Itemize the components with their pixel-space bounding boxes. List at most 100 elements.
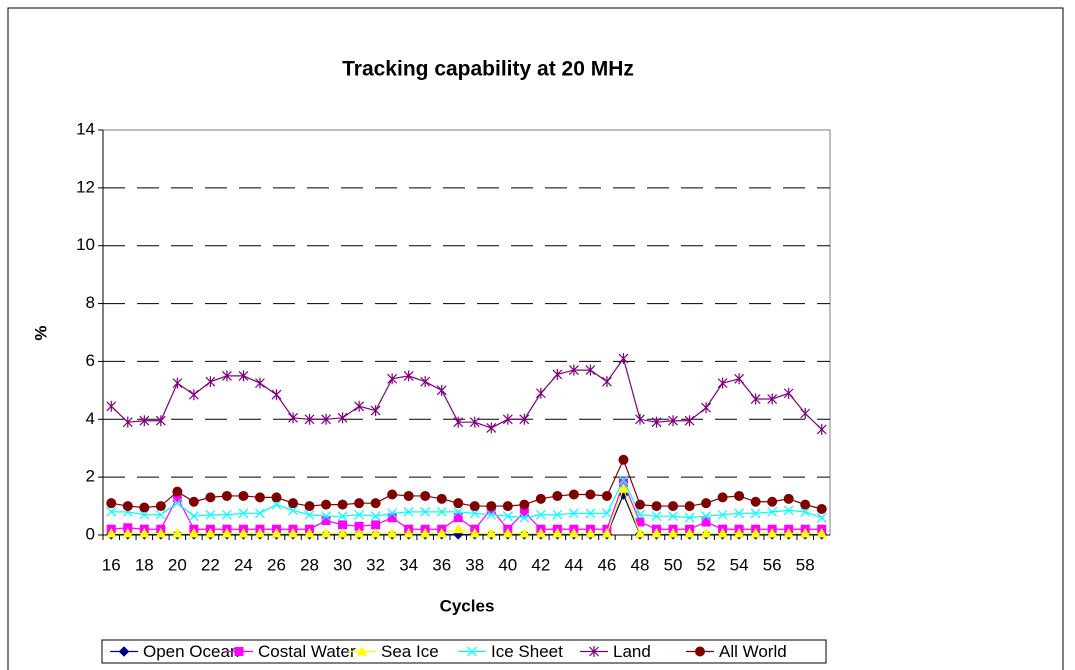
x-tick-label: 52 [697, 555, 716, 574]
x-tick-label: 38 [465, 555, 484, 574]
data-point [783, 505, 794, 516]
data-point [403, 528, 415, 538]
data-point [354, 498, 365, 509]
data-point [535, 528, 547, 538]
data-point [601, 490, 612, 501]
x-tick-label: 28 [300, 555, 319, 574]
data-point [386, 528, 398, 538]
y-tick-label: 2 [86, 467, 95, 486]
data-point [486, 509, 497, 520]
data-point [634, 499, 645, 510]
data-point [799, 528, 811, 538]
data-point [321, 499, 332, 510]
data-point [403, 490, 414, 501]
data-point [684, 512, 695, 523]
data-point [668, 511, 678, 522]
data-point [172, 377, 183, 389]
data-point [420, 490, 431, 501]
data-point [453, 498, 464, 509]
data-point [701, 498, 712, 509]
data-point [469, 501, 480, 512]
data-point [139, 502, 150, 513]
x-tick-label: 34 [399, 555, 418, 574]
data-point [486, 422, 497, 434]
data-point [635, 509, 645, 520]
data-point [535, 493, 546, 504]
data-point [651, 501, 662, 512]
data-point [106, 498, 117, 509]
legend-marker [589, 646, 599, 657]
legend-marker [118, 646, 130, 657]
legend-label: Sea Ice [381, 642, 439, 661]
data-point [155, 509, 166, 520]
data-point [701, 511, 712, 522]
data-point [816, 512, 827, 523]
data-point [668, 415, 678, 427]
data-point [354, 400, 365, 412]
data-point [436, 493, 447, 504]
y-tick-label: 14 [76, 119, 95, 138]
data-point [271, 499, 282, 510]
data-point [668, 501, 679, 512]
data-point [205, 528, 216, 538]
data-point [171, 528, 183, 538]
data-point [105, 528, 117, 538]
data-point [750, 508, 761, 519]
x-tick-label: 24 [234, 555, 253, 574]
data-point [469, 528, 481, 538]
data-point [221, 490, 232, 501]
data-point [238, 370, 249, 382]
data-point [486, 501, 497, 512]
legend-label: Ice Sheet [491, 642, 563, 661]
data-point [469, 508, 480, 519]
data-point [519, 413, 530, 425]
legend-label: Open Ocean [143, 642, 239, 661]
x-tick-label: 48 [631, 555, 650, 574]
data-point [568, 508, 579, 519]
data-point [635, 413, 645, 425]
data-point [519, 512, 530, 523]
data-point [420, 506, 431, 517]
data-point [387, 508, 398, 519]
data-point [717, 492, 728, 503]
data-point [618, 353, 629, 365]
data-point [188, 496, 199, 507]
data-point [585, 364, 596, 376]
data-point [585, 508, 596, 519]
data-point [535, 387, 546, 399]
data-point [288, 498, 299, 509]
data-point [304, 413, 315, 425]
data-point [502, 528, 514, 538]
data-point [766, 528, 778, 538]
x-tick-label: 54 [730, 555, 749, 574]
data-point [138, 528, 150, 538]
data-point [733, 528, 745, 538]
data-point [321, 413, 331, 425]
data-point [403, 370, 414, 382]
data-point [783, 493, 794, 504]
data-point [767, 496, 778, 507]
data-point [420, 376, 431, 388]
data-point [684, 501, 695, 512]
data-point [238, 508, 249, 519]
data-point [552, 528, 563, 538]
y-tick-label: 0 [86, 524, 95, 543]
x-tick-label: 46 [597, 555, 616, 574]
data-point [255, 508, 265, 519]
data-point [700, 528, 712, 538]
x-tick-label: 16 [102, 555, 121, 574]
data-point [535, 509, 546, 520]
chart-title: Tracking capability at 20 MHz [342, 58, 634, 81]
data-point [188, 511, 199, 522]
data-point [667, 528, 679, 538]
x-tick-label: 50 [664, 555, 683, 574]
data-point [634, 528, 646, 538]
x-tick-label: 40 [498, 555, 517, 574]
data-point [304, 509, 315, 520]
data-point [452, 523, 464, 534]
data-point [701, 402, 712, 414]
data-point [750, 528, 762, 538]
data-point [734, 508, 745, 519]
data-point [618, 454, 629, 465]
